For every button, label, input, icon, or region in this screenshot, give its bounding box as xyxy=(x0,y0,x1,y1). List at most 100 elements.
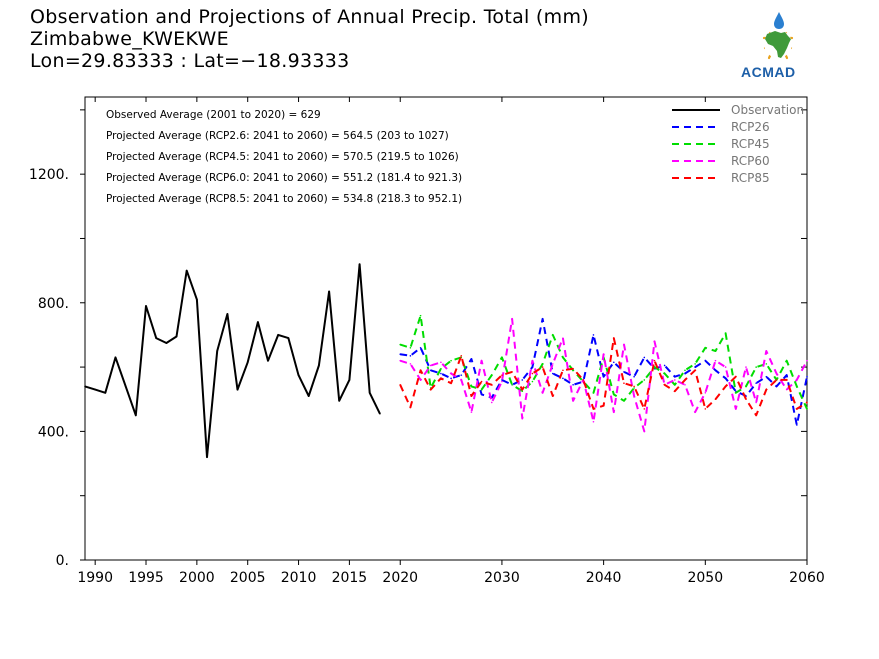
series-rcp26 xyxy=(399,317,808,426)
data-point xyxy=(531,359,534,362)
data-point xyxy=(724,366,727,368)
data-point xyxy=(490,374,493,376)
data-point xyxy=(470,411,473,413)
x-tick-label: 2000 xyxy=(179,570,215,586)
y-tick-label: 800. xyxy=(38,296,69,312)
data-point xyxy=(623,343,625,346)
data-point xyxy=(551,334,554,336)
data-point xyxy=(785,388,788,391)
data-point xyxy=(612,337,615,339)
data-point xyxy=(175,335,178,338)
data-point xyxy=(755,414,757,417)
data-point xyxy=(480,359,483,362)
data-point xyxy=(541,392,544,394)
data-point xyxy=(419,369,422,372)
data-point xyxy=(440,367,442,370)
data-point xyxy=(501,380,503,383)
data-point xyxy=(368,392,371,394)
data-point xyxy=(348,379,351,381)
stats-line: Projected Average (RCP4.5: 2041 to 2060)… xyxy=(106,151,459,163)
data-point xyxy=(521,390,524,392)
x-tick-label: 2020 xyxy=(382,570,418,586)
data-point xyxy=(612,361,615,364)
x-axis: 1990 1995 2000 2005 2010 2015 2020 2030 2040 2050… xyxy=(77,97,825,586)
data-point xyxy=(602,375,605,378)
data-point xyxy=(623,371,625,373)
data-point xyxy=(674,379,676,381)
data-point xyxy=(572,369,574,372)
data-point xyxy=(765,375,768,378)
data-point xyxy=(765,388,768,391)
data-point xyxy=(450,372,452,375)
data-point xyxy=(704,392,707,394)
data-point xyxy=(796,379,798,381)
data-point xyxy=(399,353,402,356)
data-point xyxy=(94,388,96,391)
data-point xyxy=(521,417,524,420)
x-tick-label: 2060 xyxy=(789,570,825,586)
data-point xyxy=(155,337,157,339)
series-rcp85 xyxy=(399,337,808,417)
stats-annotations: Observed Average (2001 to 2020) = 629 Pro… xyxy=(106,109,462,205)
data-point xyxy=(612,393,615,396)
data-point xyxy=(633,375,635,378)
data-point xyxy=(490,383,493,386)
x-tick-label: 2050 xyxy=(687,570,723,586)
data-point xyxy=(490,401,493,404)
data-point xyxy=(684,379,686,381)
data-point xyxy=(684,369,686,372)
data-point xyxy=(785,379,788,381)
x-tick-label: 2030 xyxy=(484,570,520,586)
data-point xyxy=(562,337,564,339)
data-point xyxy=(480,388,483,391)
data-point xyxy=(541,363,544,365)
data-point xyxy=(84,385,86,388)
x-tick-label: 2010 xyxy=(281,570,317,586)
data-point xyxy=(551,372,554,375)
data-point xyxy=(755,366,757,368)
data-point xyxy=(511,318,513,320)
station-name: Zimbabwe_KWEKWE xyxy=(30,28,229,50)
data-point xyxy=(257,321,259,323)
data-point xyxy=(806,408,808,410)
logo-water-drop xyxy=(774,12,784,29)
legend-label: RCP45 xyxy=(731,137,770,151)
data-point xyxy=(460,355,463,357)
data-point xyxy=(246,361,249,364)
data-point xyxy=(419,379,422,381)
data-point xyxy=(775,385,778,388)
data-point xyxy=(806,359,808,362)
legend-label: RCP85 xyxy=(731,171,770,185)
data-point xyxy=(643,356,646,359)
data-point xyxy=(409,346,412,349)
data-point xyxy=(450,377,452,380)
logo-africa-shape xyxy=(765,31,791,58)
data-point xyxy=(623,382,625,384)
data-point xyxy=(724,385,727,388)
data-point xyxy=(602,404,605,407)
data-point xyxy=(633,395,635,397)
data-point xyxy=(511,383,513,386)
data-point xyxy=(755,401,757,404)
data-point xyxy=(714,398,717,401)
data-point xyxy=(633,387,635,389)
data-point xyxy=(419,314,422,317)
x-tick-label: 1995 xyxy=(128,570,164,586)
data-point xyxy=(674,383,676,386)
data-point xyxy=(409,406,412,409)
chart-title-block: Observation and Projections of Annual Pr… xyxy=(30,6,589,72)
data-point xyxy=(796,424,798,426)
data-point xyxy=(653,359,656,362)
data-point xyxy=(643,430,646,433)
data-point xyxy=(765,350,768,352)
data-point xyxy=(440,361,442,364)
data-point xyxy=(704,346,707,349)
data-point xyxy=(470,358,473,360)
data-point xyxy=(114,356,117,359)
stats-line: Projected Average (RCP6.0: 2041 to 2060)… xyxy=(106,172,462,184)
y-tick-label: 400. xyxy=(38,424,69,440)
data-point xyxy=(511,371,513,373)
data-point xyxy=(785,359,788,362)
data-point xyxy=(338,400,341,402)
